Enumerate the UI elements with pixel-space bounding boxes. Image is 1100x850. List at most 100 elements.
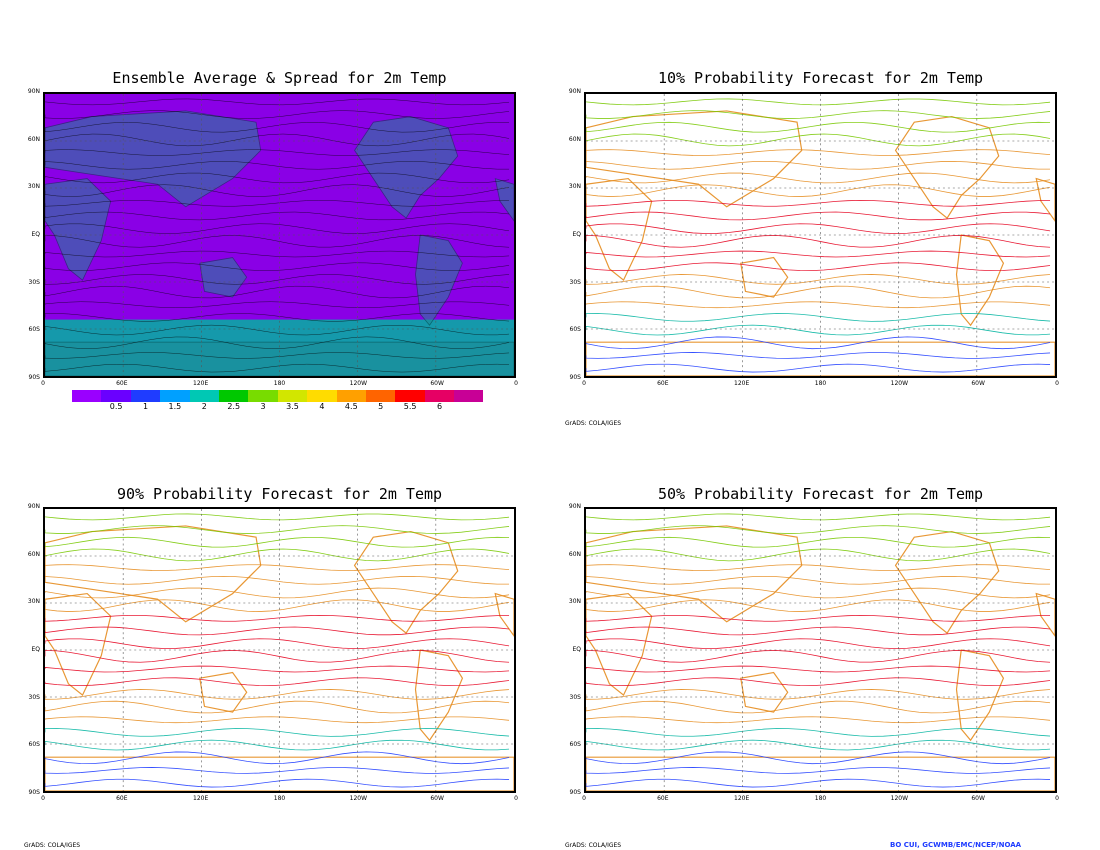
contour-line <box>586 564 1051 571</box>
longitude-label: 0 <box>514 380 518 387</box>
longitude-label: 60W <box>971 795 985 802</box>
latitude-label: 30S <box>569 278 581 286</box>
latitude-label: 30N <box>568 183 581 191</box>
colorbar <box>72 390 484 402</box>
contour-line <box>45 525 510 534</box>
latitude-label: 30N <box>27 598 40 606</box>
colorbar-tick-label: 1.5 <box>168 402 182 411</box>
contour-line <box>45 626 510 636</box>
longitude-label: 0 <box>514 795 518 802</box>
continent-outline <box>1035 592 1055 637</box>
contour-line <box>45 133 510 147</box>
contour-line <box>586 285 1051 299</box>
longitude-label: 180 <box>273 380 286 387</box>
contour-line <box>586 98 1051 106</box>
latitude-label: EQ <box>572 231 581 238</box>
contour-line <box>586 536 1051 548</box>
contour-line <box>45 149 510 156</box>
map-frame <box>584 507 1057 793</box>
longitude-label: 0 <box>582 795 586 802</box>
contour-line <box>586 133 1051 147</box>
latitude-label: 90N <box>568 503 581 510</box>
continent-outline <box>740 256 789 298</box>
contour-line <box>586 599 1051 612</box>
latitude-label: 60S <box>28 741 40 749</box>
colorbar-swatch <box>248 390 278 402</box>
contour-line <box>586 172 1051 184</box>
latitude-label: 90S <box>569 374 581 381</box>
continent-outline <box>415 234 463 326</box>
longitude-label: 60E <box>116 380 128 387</box>
continent-outline <box>955 649 1005 742</box>
longitude-label: 120E <box>193 380 209 387</box>
longitude-label: 0 <box>1055 795 1059 802</box>
contour-line <box>45 587 510 599</box>
colorbar-swatch <box>336 390 366 402</box>
map-frame <box>43 507 516 793</box>
contour-line <box>45 336 510 349</box>
colorbar-tick-label: 4.5 <box>344 402 358 411</box>
latitude-label: 90S <box>28 374 40 381</box>
colorbar-swatch <box>189 390 219 402</box>
continent-outline <box>494 592 514 637</box>
longitude-label: 120E <box>734 380 750 387</box>
contour-line <box>586 274 1051 285</box>
latitude-label: 60S <box>28 326 40 334</box>
continent-outline <box>45 110 262 208</box>
contour-line <box>586 363 1051 373</box>
colorbar-swatch <box>365 390 396 402</box>
contour-line <box>586 767 1051 774</box>
contour-line <box>45 200 510 207</box>
contour-line <box>586 716 1051 724</box>
longitude-label: 120W <box>349 380 368 387</box>
colorbar-swatch <box>218 390 249 402</box>
latitude-label: 90N <box>568 88 581 95</box>
contour-line <box>586 689 1051 700</box>
colorbar-tick-label: 3.5 <box>286 402 299 411</box>
contour-line <box>45 184 510 197</box>
latitude-label: 30N <box>568 598 581 606</box>
continent-outline <box>199 671 248 713</box>
longitude-label: 60E <box>657 380 669 387</box>
colorbar-labels: 0.5 1 1.5 2 2.5 3 3.5 4 4.5 5 5.5 6 <box>72 402 490 412</box>
contour-line <box>45 235 510 248</box>
grads-credit: GrADS: COLA/IGES <box>565 420 622 427</box>
colorbar-swatch <box>160 390 190 402</box>
contour-line <box>45 172 510 184</box>
colorbar-tick-label: 6 <box>436 402 443 411</box>
contour-line <box>45 352 510 359</box>
contour-line <box>586 234 1051 248</box>
colorbar-tick-label: 5 <box>378 402 384 411</box>
colorbar-swatch <box>395 390 425 402</box>
colorbar-swatch <box>454 390 484 402</box>
contour-line <box>45 751 510 765</box>
contour-line <box>586 638 1051 650</box>
continent-outline <box>740 671 789 713</box>
contour-line <box>586 778 1051 788</box>
contour-line <box>45 689 510 700</box>
map-canvas <box>45 509 514 791</box>
contour-line <box>45 110 510 119</box>
continent-outline <box>586 525 803 623</box>
latitude-label: EQ <box>572 646 581 653</box>
latitude-label: 60N <box>568 135 581 143</box>
latitude-label: 90S <box>28 789 40 796</box>
continent-outline <box>45 525 262 623</box>
contour-line <box>586 211 1051 221</box>
longitude-label: 180 <box>814 795 827 802</box>
longitude-label: 120W <box>890 380 909 387</box>
colorbar-swatch <box>130 390 161 402</box>
contour-line <box>45 536 510 548</box>
longitude-label: 120E <box>734 795 750 802</box>
longitude-label: 60W <box>430 795 444 802</box>
contour-line <box>586 352 1051 359</box>
latitude-label: 60N <box>27 135 40 143</box>
colorbar-tick-label: 4 <box>319 402 325 411</box>
contour-line <box>45 262 510 271</box>
contour-line <box>586 149 1051 156</box>
longitude-label: 180 <box>814 380 827 387</box>
longitude-label: 0 <box>41 795 45 802</box>
contour-line <box>45 599 510 612</box>
continent-outline <box>199 257 248 298</box>
contour-line <box>586 513 1051 521</box>
